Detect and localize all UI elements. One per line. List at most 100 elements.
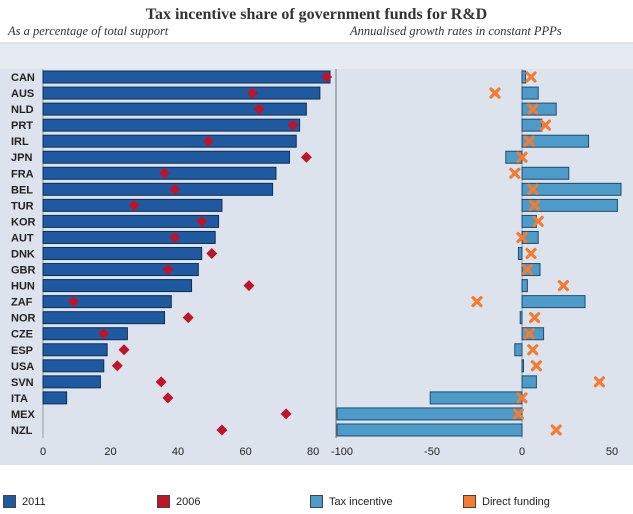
marker-2006-kor: [196, 215, 208, 227]
category-label-nld: NLD: [11, 104, 34, 116]
marker-2006-dnk: [206, 248, 218, 259]
bar-2011-irl: [42, 134, 297, 148]
bar-2011-gbr: [42, 263, 199, 277]
legend-label-tax-incentive: Tax incentive: [329, 495, 393, 508]
marker-direct-funding-zaf: [471, 296, 483, 308]
legend-item-direct-funding: Direct funding: [463, 495, 550, 508]
marker-direct-funding-can: [525, 71, 537, 83]
legend: 2011 2006 Tax incentive Direct funding: [0, 491, 633, 513]
legend-item-tax-incentive: Tax incentive: [310, 495, 393, 508]
marker-direct-funding-bel: [527, 183, 539, 195]
category-label-gbr: GBR: [11, 265, 36, 277]
bar-tax-incentive-can: [521, 70, 527, 84]
marker-direct-funding-tur: [529, 199, 541, 211]
bar-tax-incentive-dnk: [517, 247, 523, 260]
bar-2011-hun: [42, 279, 193, 293]
chart-header-band: [0, 43, 633, 69]
bar-2011-aus: [42, 86, 321, 100]
left-tick-label-80: 80: [307, 446, 319, 458]
marker-direct-funding-aut: [516, 231, 528, 244]
category-label-prt: PRT: [11, 120, 33, 132]
marker-direct-funding-prt: [539, 119, 551, 131]
category-label-ita: ITA: [11, 393, 28, 405]
category-label-cze: CZE: [11, 329, 33, 341]
category-label-irl: IRL: [11, 136, 29, 148]
marker-direct-funding-svn: [593, 376, 605, 388]
marker-2006-gbr: [162, 264, 174, 276]
legend-label-direct-funding: Direct funding: [482, 495, 550, 508]
marker-2006-prt: [287, 119, 299, 131]
marker-2006-aut: [169, 231, 181, 243]
bar-tax-incentive-usa: [521, 359, 524, 373]
category-label-mex: MEX: [11, 409, 36, 421]
marker-2006-esp: [118, 344, 130, 356]
marker-direct-funding-cze: [523, 328, 535, 340]
marker-direct-funding-dnk: [525, 247, 537, 260]
marker-direct-funding-irl: [523, 135, 535, 147]
left-tick-label-0: 0: [40, 446, 46, 458]
chart-title: Tax incentive share of government funds …: [145, 6, 488, 23]
bar-tax-incentive-fra: [521, 166, 570, 180]
right-tick-label--50: -50: [424, 446, 440, 458]
marker-direct-funding-mex: [512, 408, 524, 420]
marker-2006-aus: [246, 87, 258, 99]
marker-direct-funding-kor: [532, 215, 544, 228]
left-tick-label-20: 20: [104, 446, 116, 458]
bar-2011-zaf: [42, 295, 172, 309]
marker-2006-fra: [159, 167, 171, 179]
marker-2006-zaf: [67, 296, 79, 308]
marker-2006-svn: [155, 376, 167, 388]
bar-tax-incentive-nzl: [336, 423, 523, 437]
left-panel-subtitle: As a percentage of total support: [8, 24, 169, 38]
legend-swatch-2011: [3, 495, 16, 508]
category-label-dnk: DNK: [11, 249, 35, 261]
bar-2011-jpn: [42, 150, 290, 164]
right-tick-label-0: 0: [519, 446, 525, 458]
category-label-fra: FRA: [11, 168, 34, 180]
left-tick-label-40: 40: [172, 446, 184, 458]
legend-swatch-direct-funding: [463, 495, 476, 508]
right-tick-label--100: -100: [331, 446, 353, 458]
bar-tax-incentive-svn: [521, 375, 537, 389]
marker-2006-nor: [182, 312, 194, 324]
category-label-usa: USA: [11, 361, 34, 373]
bar-tax-incentive-ita: [429, 391, 523, 405]
bar-tax-incentive-nld: [521, 102, 557, 116]
marker-2006-bel: [169, 183, 181, 195]
right-tick-label-50: 50: [606, 446, 618, 458]
bar-tax-incentive-aus: [521, 86, 539, 100]
marker-2006-usa: [111, 360, 123, 372]
bar-tax-incentive-prt: [521, 118, 543, 132]
bar-tax-incentive-bel: [521, 182, 622, 196]
legend-item-2011: 2011: [3, 495, 46, 508]
bar-2011-can: [42, 70, 331, 84]
bar-tax-incentive-nor: [519, 311, 523, 325]
legend-label-2011: 2011: [22, 495, 46, 508]
marker-2006-ita: [162, 392, 174, 404]
marker-direct-funding-esp: [527, 344, 539, 356]
bar-2011-cze: [42, 327, 128, 341]
marker-direct-funding-nor: [529, 312, 541, 324]
bar-tax-incentive-tur: [521, 198, 618, 212]
right-panel-subtitle: Annualised growth rates in constant PPPs: [350, 24, 562, 38]
category-label-bel: BEL: [11, 184, 33, 196]
marker-direct-funding-fra: [509, 167, 521, 179]
marker-2006-jpn: [300, 151, 312, 163]
marker-direct-funding-ita: [516, 392, 528, 404]
marker-direct-funding-jpn: [516, 151, 528, 163]
marker-direct-funding-aus: [489, 87, 501, 99]
marker-2006-nld: [253, 103, 265, 115]
bar-2011-aut: [42, 230, 216, 244]
marker-2006-cze: [98, 328, 110, 340]
category-label-esp: ESP: [11, 345, 33, 357]
legend-label-2006: 2006: [176, 495, 201, 508]
category-label-jpn: JPN: [11, 152, 32, 164]
bar-tax-incentive-mex: [336, 407, 523, 421]
category-label-aus: AUS: [11, 88, 34, 100]
bar-2011-nor: [42, 311, 166, 325]
marker-direct-funding-nld: [527, 103, 539, 115]
category-label-zaf: ZAF: [11, 297, 33, 309]
marker-2006-mex: [280, 408, 292, 420]
marker-direct-funding-hun: [557, 279, 569, 292]
bar-tax-incentive-zaf: [521, 295, 586, 309]
